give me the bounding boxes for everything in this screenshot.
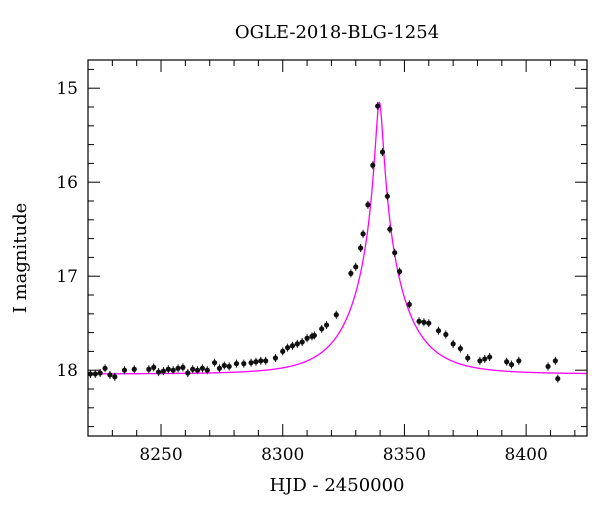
- data-point: [348, 270, 354, 276]
- data-point: [194, 367, 201, 373]
- data-point: [121, 367, 128, 373]
- y-tick-label: 16: [56, 173, 78, 193]
- data-point: [97, 370, 103, 376]
- data-point: [504, 359, 510, 365]
- data-point: [516, 358, 522, 364]
- y-tick-label: 15: [56, 79, 78, 99]
- data-point: [358, 245, 364, 251]
- data-point: [155, 369, 162, 375]
- x-tick-label: 8400: [505, 445, 548, 465]
- data-point: [304, 335, 310, 341]
- axis-ticks: 8250 8300 8350 8400 15 16 17 18: [56, 60, 587, 465]
- data-point: [285, 345, 291, 351]
- data-point: [387, 226, 393, 232]
- data-point: [175, 365, 181, 371]
- data-point: [299, 339, 305, 345]
- data-point: [370, 162, 376, 168]
- data-point: [435, 328, 442, 334]
- plot-frame: [87, 59, 588, 437]
- data-point: [379, 149, 386, 155]
- data-point: [221, 362, 227, 369]
- data-point: [477, 358, 483, 364]
- data-point: [248, 360, 254, 366]
- data-point: [263, 358, 269, 364]
- data-point: [204, 367, 210, 373]
- data-point: [443, 331, 449, 338]
- data-point: [165, 366, 171, 372]
- data-point: [555, 376, 561, 382]
- data-point: [465, 355, 471, 361]
- data-point: [319, 326, 325, 332]
- data-point: [211, 360, 218, 366]
- chart-title: OGLE-2018-BLG-1254: [235, 22, 439, 43]
- data-point: [146, 366, 152, 372]
- data-point: [392, 250, 398, 256]
- model-curve-group: [88, 101, 588, 375]
- y-axis-title: I magnitude: [10, 203, 31, 314]
- data-point: [241, 361, 247, 367]
- data-point: [253, 359, 259, 365]
- data-point: [482, 356, 488, 362]
- data-point: [545, 363, 551, 370]
- data-point: [199, 365, 206, 371]
- data-point: [185, 370, 191, 376]
- data-point: [102, 365, 108, 371]
- y-tick-label: 17: [56, 267, 78, 287]
- data-point: [416, 318, 422, 324]
- y-axis-title-group: I magnitude: [10, 203, 31, 314]
- data-point: [216, 365, 223, 371]
- data-point: [323, 322, 330, 328]
- x-tick-label: 8350: [383, 445, 426, 465]
- data-point: [487, 354, 493, 360]
- data-point: [384, 193, 390, 199]
- x-axis-title: HJD - 2450000: [269, 475, 404, 496]
- data-point: [190, 366, 196, 372]
- model-curve: [88, 101, 588, 375]
- data-point: [112, 374, 118, 380]
- data-point: [180, 364, 186, 370]
- data-point: [311, 332, 317, 339]
- data-point: [406, 301, 412, 307]
- data-point: [450, 341, 456, 347]
- data-point: [160, 368, 167, 374]
- data-point: [233, 361, 240, 367]
- data-point: [131, 366, 137, 372]
- x-tick-label: 8300: [261, 445, 304, 465]
- data-point: [280, 348, 286, 354]
- data-point: [365, 202, 371, 208]
- data-point: [360, 231, 366, 237]
- data-point: [375, 103, 381, 109]
- data-point: [508, 361, 515, 368]
- data-points: [87, 102, 561, 383]
- data-point: [421, 319, 427, 325]
- data-point: [333, 312, 339, 318]
- y-tick-label: 18: [56, 361, 78, 381]
- data-point: [552, 358, 558, 364]
- data-point: [92, 371, 98, 377]
- data-point: [258, 358, 264, 364]
- data-point: [151, 364, 157, 370]
- data-point: [107, 372, 113, 378]
- x-tick-label: 8250: [139, 445, 182, 465]
- data-point: [294, 341, 300, 347]
- data-point: [87, 371, 94, 377]
- data-point: [353, 264, 359, 270]
- data-point: [289, 343, 296, 349]
- data-point: [426, 320, 432, 326]
- data-point: [226, 363, 232, 370]
- data-point: [272, 355, 279, 361]
- data-point: [396, 268, 403, 275]
- data-point: [457, 345, 464, 352]
- data-point: [170, 367, 176, 373]
